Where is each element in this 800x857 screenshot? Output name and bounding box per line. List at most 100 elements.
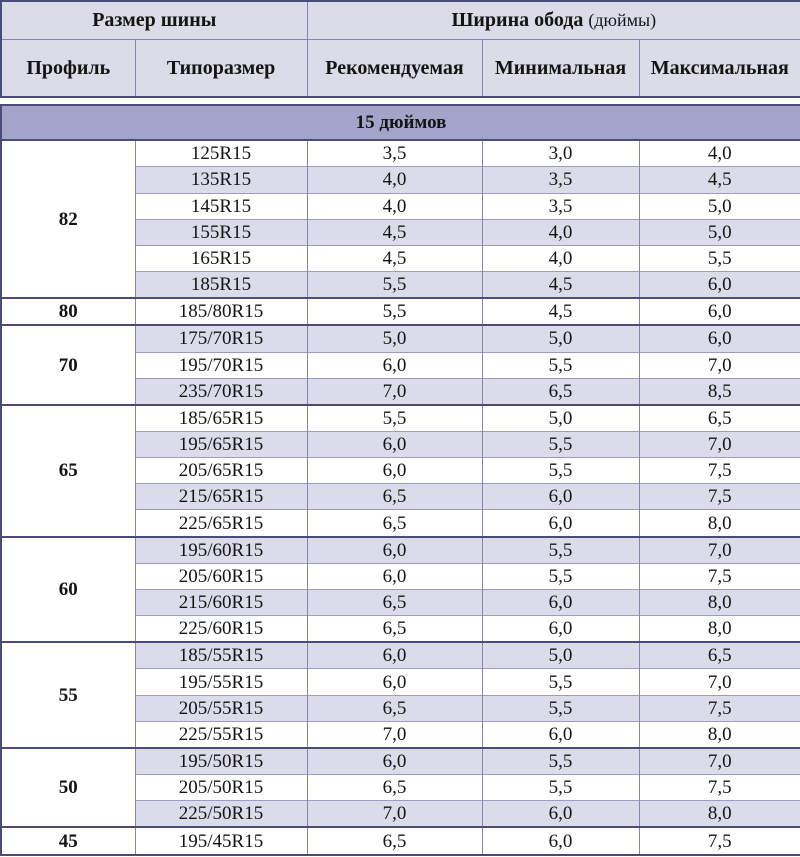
min-cell: 5,0 [481, 641, 640, 669]
min-cell: 3,5 [481, 166, 640, 194]
table-row: 225/60R15 6,5 6,0 8,0 [1, 615, 800, 643]
max-cell: 8,0 [638, 720, 800, 748]
max-cell: 8,0 [638, 588, 800, 616]
max-cell: 6,5 [638, 641, 800, 669]
recommended-cell: 4,0 [306, 192, 483, 220]
typesize-cell: 215/65R15 [134, 483, 308, 510]
table-row: 155R15 4,5 4,0 5,0 [1, 218, 800, 246]
recommended-cell: 5,5 [306, 270, 483, 298]
min-cell: 5,0 [481, 403, 640, 432]
recommended-cell: 6,5 [306, 509, 483, 537]
recommended-cell: 6,5 [306, 588, 483, 616]
table-row: 205/50R15 6,5 5,5 7,5 [1, 774, 800, 801]
table-row: 215/65R15 6,5 6,0 7,5 [1, 483, 800, 510]
table-row: 65 185/65R15 5,5 5,0 6,5 [0, 403, 800, 537]
recommended-cell: 4,0 [306, 166, 483, 194]
header-tire-size: Размер шины [0, 0, 308, 40]
col-header-profile: Профиль [0, 39, 136, 98]
min-cell: 6,0 [481, 800, 640, 828]
min-cell: 5,5 [481, 562, 640, 590]
max-cell: 7,0 [638, 668, 800, 696]
min-cell: 5,5 [481, 535, 640, 564]
typesize-cell: 145R15 [134, 192, 308, 220]
max-cell: 7,5 [638, 457, 800, 484]
recommended-cell: 5,5 [306, 403, 483, 432]
col-header-min: Минимальная [481, 39, 640, 98]
recommended-cell: 6,0 [306, 431, 483, 458]
typesize-cell: 185/80R15 [134, 296, 308, 326]
min-cell: 3,0 [481, 139, 640, 167]
table-row: 60 195/60R15 6,0 5,5 7,0 [0, 535, 800, 643]
table-row: 45 195/45R15 6,5 6,0 7,5 [0, 826, 800, 855]
typesize-cell: 195/65R15 [134, 431, 308, 458]
min-cell: 6,0 [481, 615, 640, 643]
table-row: 195/55R15 6,0 5,5 7,0 [1, 668, 800, 696]
typesize-cell: 225/50R15 [134, 800, 308, 828]
recommended-cell: 3,5 [306, 139, 483, 167]
table-row: 225/50R15 7,0 6,0 8,0 [1, 800, 800, 828]
table-row: 215/60R15 6,5 6,0 8,0 [1, 588, 800, 616]
profile-cell: 50 [0, 746, 136, 828]
max-cell: 4,5 [638, 166, 800, 194]
table-row: 195/70R15 6,0 5,5 7,0 [1, 351, 800, 379]
max-cell: 5,0 [638, 192, 800, 220]
table-row: 50 195/50R15 6,0 5,5 7,0 [0, 746, 800, 828]
profile-cell: 80 [0, 296, 136, 326]
min-cell: 5,5 [481, 431, 640, 458]
profile-cell: 65 [0, 403, 136, 537]
max-cell: 8,0 [638, 509, 800, 537]
min-cell: 4,0 [481, 218, 640, 246]
recommended-cell: 7,0 [306, 800, 483, 828]
typesize-cell: 195/70R15 [134, 351, 308, 379]
min-cell: 6,0 [481, 720, 640, 748]
table-row: 205/55R15 6,5 5,5 7,5 [1, 694, 800, 722]
max-cell: 7,0 [638, 746, 800, 775]
typesize-cell: 205/50R15 [134, 774, 308, 801]
min-cell: 4,5 [481, 270, 640, 298]
max-cell: 5,0 [638, 218, 800, 246]
typesize-cell: 195/50R15 [134, 746, 308, 775]
header-table: Размер шины Ширина обода (дюймы) Профиль… [0, 0, 800, 98]
typesize-cell: 195/60R15 [134, 535, 308, 564]
col-header-recommended: Рекомендуемая [306, 39, 483, 98]
table-row: 80 185/80R15 5,5 4,5 6,0 [0, 296, 800, 326]
max-cell: 6,5 [638, 403, 800, 432]
recommended-cell: 6,5 [306, 694, 483, 722]
typesize-cell: 185R15 [134, 270, 308, 298]
recommended-cell: 6,5 [306, 774, 483, 801]
recommended-cell: 6,0 [306, 351, 483, 379]
recommended-cell: 6,0 [306, 668, 483, 696]
min-cell: 4,5 [481, 296, 640, 326]
max-cell: 6,0 [638, 324, 800, 353]
table-row: 165R15 4,5 4,0 5,5 [1, 244, 800, 272]
header-rim-width-note: (дюймы) [588, 10, 657, 30]
table-row: 55 185/55R15 6,0 5,0 6,5 [0, 641, 800, 748]
max-cell: 8,5 [638, 377, 800, 405]
col-header-max: Максимальная [638, 39, 800, 98]
min-cell: 6,0 [481, 588, 640, 616]
typesize-cell: 225/60R15 [134, 615, 308, 643]
table-row: 145R15 4,0 3,5 5,0 [1, 192, 800, 220]
recommended-cell: 5,5 [306, 296, 483, 326]
min-cell: 6,5 [481, 377, 640, 405]
recommended-cell: 7,0 [306, 377, 483, 405]
typesize-cell: 195/45R15 [134, 826, 308, 855]
typesize-cell: 165R15 [134, 244, 308, 272]
max-cell: 6,0 [638, 270, 800, 298]
min-cell: 6,0 [481, 509, 640, 537]
recommended-cell: 4,5 [306, 218, 483, 246]
table-row: 70 175/70R15 5,0 5,0 6,0 [0, 324, 800, 405]
typesize-cell: 225/65R15 [134, 509, 308, 537]
max-cell: 6,0 [638, 296, 800, 326]
recommended-cell: 6,5 [306, 615, 483, 643]
max-cell: 7,5 [638, 826, 800, 855]
recommended-cell: 6,0 [306, 641, 483, 669]
header-rim-width: Ширина обода (дюймы) [306, 0, 800, 40]
body-table: 15 дюймов 82 125R15 3,5 3,0 4,0 135R15 4,0 3,5 4… [0, 104, 800, 856]
max-cell: 7,0 [638, 535, 800, 564]
max-cell: 4,0 [638, 139, 800, 167]
profile-cell: 70 [0, 324, 136, 405]
max-cell: 5,5 [638, 244, 800, 272]
max-cell: 7,0 [638, 351, 800, 379]
